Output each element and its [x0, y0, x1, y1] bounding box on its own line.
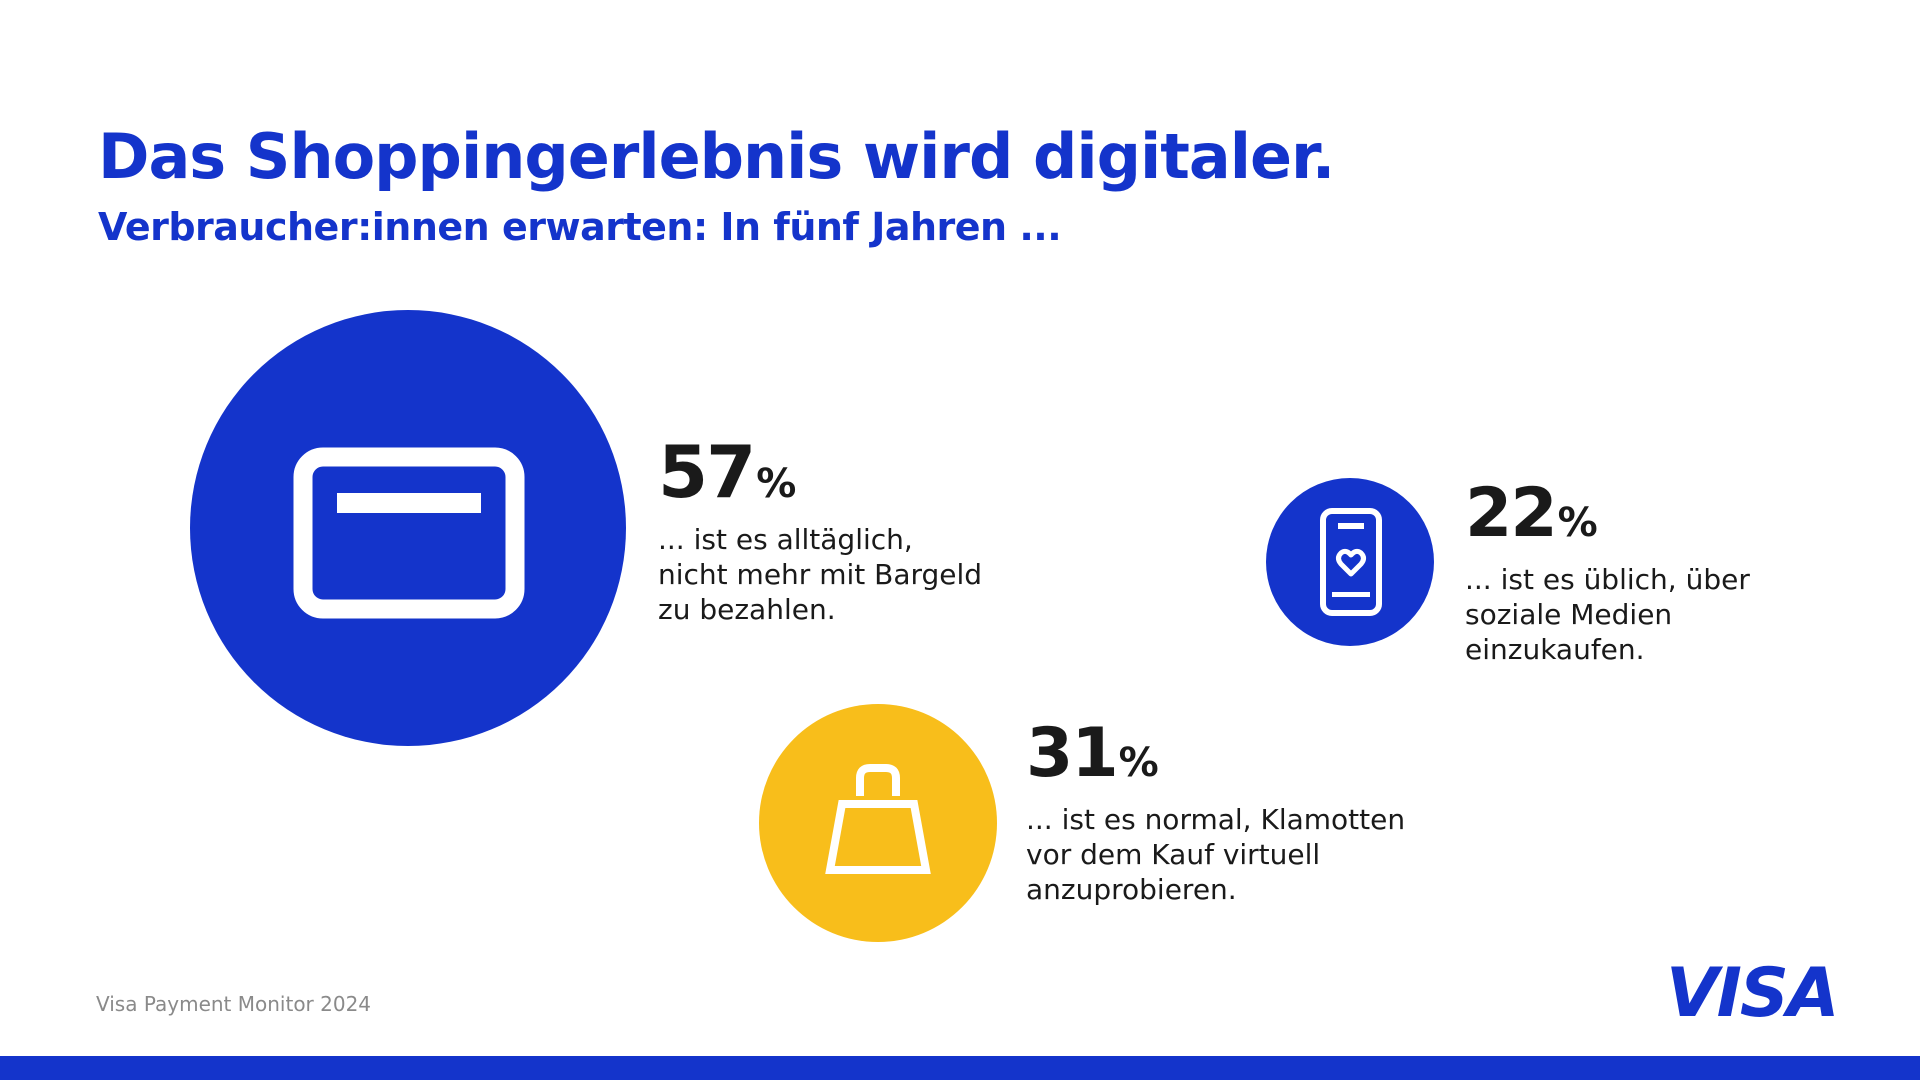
smartphone-heart-icon — [1320, 508, 1382, 616]
shopping-bag-icon — [825, 764, 931, 874]
stat-value-unit: % — [756, 461, 797, 507]
stat-description: ... ist es alltäglich, nicht mehr mit Ba… — [658, 523, 983, 626]
visa-logo: VISA — [1666, 954, 1840, 1033]
page-subtitle: Verbraucher:innen erwarten: In fünf Jahr… — [98, 205, 1062, 249]
stat-value: 31% — [1026, 720, 1426, 788]
stat-value-number: 57 — [658, 430, 756, 514]
stat-card: 22% ... ist es üblich, über soziale Medi… — [1465, 480, 1765, 667]
stat-description: ... ist es normal, Klamotten vor dem Kau… — [1026, 803, 1406, 906]
stat-value-unit: % — [1118, 740, 1159, 786]
stat-description: ... ist es üblich, über soziale Medien e… — [1465, 563, 1750, 666]
stat-card: 57% ... ist es alltäglich, nicht mehr mi… — [658, 436, 988, 627]
stat-value-number: 31 — [1026, 714, 1119, 793]
source-note: Visa Payment Monitor 2024 — [96, 992, 372, 1016]
stat-value-unit: % — [1557, 500, 1598, 546]
bottom-brand-bar — [0, 1056, 1920, 1080]
stat-card: 31% ... ist es normal, Klamotten vor dem… — [1026, 720, 1426, 907]
bubble-31 — [759, 704, 997, 942]
credit-card-icon — [293, 447, 525, 619]
stat-value: 22% — [1465, 480, 1765, 548]
stat-value-number: 22 — [1465, 474, 1558, 553]
page-title: Das Shoppingerlebnis wird digitaler. — [98, 120, 1335, 193]
bubble-57 — [190, 310, 626, 746]
stat-value: 57% — [658, 436, 988, 508]
bubble-22 — [1266, 478, 1434, 646]
